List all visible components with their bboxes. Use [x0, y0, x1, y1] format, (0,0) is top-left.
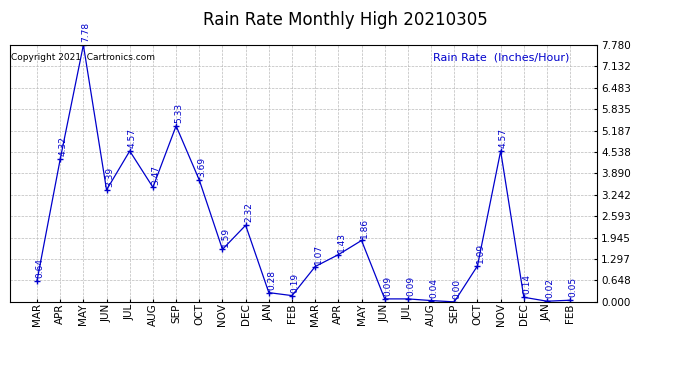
Text: 3.69: 3.69 — [197, 157, 206, 177]
Text: 7.78: 7.78 — [81, 22, 90, 42]
Text: 0.09: 0.09 — [406, 276, 415, 296]
Text: 0.05: 0.05 — [569, 278, 578, 297]
Text: Copyright 2021  Cartronics.com: Copyright 2021 Cartronics.com — [11, 53, 155, 62]
Text: 1.07: 1.07 — [313, 244, 322, 264]
Text: 4.32: 4.32 — [59, 136, 68, 156]
Text: 1.09: 1.09 — [475, 243, 485, 263]
Text: 3.39: 3.39 — [105, 167, 114, 187]
Text: 3.47: 3.47 — [151, 165, 160, 184]
Text: 0.02: 0.02 — [545, 278, 554, 298]
Text: 0.14: 0.14 — [522, 274, 531, 294]
Text: 0.28: 0.28 — [267, 270, 276, 290]
Text: 2.32: 2.32 — [244, 202, 253, 222]
Text: 1.43: 1.43 — [337, 232, 346, 252]
Text: 1.59: 1.59 — [221, 226, 230, 247]
Text: 5.33: 5.33 — [175, 103, 184, 123]
Text: 0.19: 0.19 — [290, 273, 299, 293]
Text: 4.57: 4.57 — [128, 128, 137, 148]
Text: 0.04: 0.04 — [429, 278, 438, 298]
Text: Rain Rate  (Inches/Hour): Rain Rate (Inches/Hour) — [433, 53, 569, 63]
Text: 0.00: 0.00 — [453, 279, 462, 299]
Text: 0.09: 0.09 — [383, 276, 392, 296]
Text: 4.57: 4.57 — [499, 128, 508, 148]
Text: 0.64: 0.64 — [35, 258, 44, 278]
Text: Rain Rate Monthly High 20210305: Rain Rate Monthly High 20210305 — [203, 11, 487, 29]
Text: 1.86: 1.86 — [359, 217, 369, 238]
